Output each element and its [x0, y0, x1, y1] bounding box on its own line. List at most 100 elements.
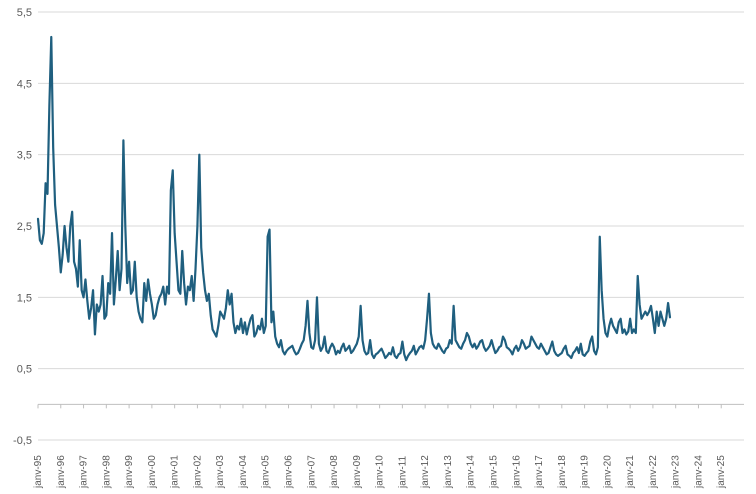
data-point — [348, 345, 350, 347]
data-point — [172, 169, 174, 171]
data-point — [428, 293, 430, 295]
data-point — [475, 348, 477, 350]
data-point — [405, 359, 407, 361]
x-tick-label: janv-10 — [375, 455, 386, 489]
data-point — [141, 321, 143, 323]
data-point — [157, 303, 159, 305]
data-point — [511, 353, 513, 355]
data-point — [437, 343, 439, 345]
data-point — [111, 232, 113, 234]
data-point — [232, 321, 234, 323]
data-point — [608, 325, 610, 327]
data-point — [204, 289, 206, 291]
data-point — [517, 350, 519, 352]
y-tick-label: 0,5 — [17, 364, 32, 376]
data-point — [41, 243, 43, 245]
data-point — [221, 314, 223, 316]
x-tick-label: janv-24 — [693, 455, 704, 489]
data-point — [563, 348, 565, 350]
data-point — [623, 328, 625, 330]
data-point — [413, 345, 415, 347]
data-point — [155, 314, 157, 316]
data-point — [196, 225, 198, 227]
data-point — [231, 293, 233, 295]
data-point — [212, 328, 214, 330]
data-point — [652, 318, 654, 320]
x-tick-label: janv-15 — [488, 455, 499, 489]
x-tick-label: janv-17 — [534, 455, 545, 489]
data-point — [139, 318, 141, 320]
data-point — [324, 336, 326, 338]
data-point — [96, 303, 98, 305]
x-tick-label: janv-09 — [352, 455, 363, 489]
data-point — [149, 293, 151, 295]
data-point — [202, 271, 204, 273]
data-point — [578, 352, 580, 354]
data-point — [276, 343, 278, 345]
x-axis: janv-95 janv-96 janv-97 janv-98 janv-99 janv-… — [33, 403, 744, 489]
data-point — [622, 332, 624, 334]
data-point — [64, 225, 66, 227]
data-point — [492, 346, 494, 348]
data-point — [179, 293, 181, 295]
data-point — [567, 353, 569, 355]
data-point — [401, 341, 403, 343]
data-point — [189, 289, 191, 291]
data-point — [523, 343, 525, 345]
data-point — [145, 300, 147, 302]
y-tick-label: 1,5 — [17, 292, 32, 304]
data-point — [489, 345, 491, 347]
data-point — [667, 302, 669, 304]
data-point — [310, 346, 312, 348]
data-point — [358, 336, 360, 338]
x-tick-label: janv-96 — [56, 455, 67, 489]
data-point — [303, 339, 305, 341]
data-point — [500, 345, 502, 347]
data-point — [456, 343, 458, 345]
data-point — [67, 261, 69, 263]
data-point — [572, 352, 574, 354]
data-point — [542, 346, 544, 348]
data-point — [343, 343, 345, 345]
data-point — [462, 343, 464, 345]
data-point — [75, 268, 77, 270]
data-point — [274, 336, 276, 338]
data-point — [297, 352, 299, 354]
data-point — [377, 352, 379, 354]
y-tick-label: 2,5 — [17, 221, 32, 233]
data-point — [548, 352, 550, 354]
data-point — [415, 353, 417, 355]
data-point — [538, 348, 540, 350]
data-point — [84, 279, 86, 281]
data-point — [464, 339, 466, 341]
data-point — [663, 325, 665, 327]
data-point — [574, 350, 576, 352]
data-point — [278, 346, 280, 348]
data-point — [71, 211, 73, 213]
data-point — [506, 346, 508, 348]
data-point — [98, 311, 100, 313]
data-point — [504, 339, 506, 341]
data-point — [659, 311, 661, 313]
data-point — [200, 246, 202, 248]
data-point — [529, 345, 531, 347]
data-point — [390, 353, 392, 355]
data-point — [208, 293, 210, 295]
data-point — [384, 357, 386, 359]
data-point — [206, 300, 208, 302]
data-point — [244, 321, 246, 323]
data-point — [134, 261, 136, 263]
data-point — [599, 236, 601, 238]
data-point — [584, 355, 586, 357]
data-point — [77, 286, 79, 288]
data-point — [327, 352, 329, 354]
data-point — [160, 293, 162, 295]
data-point — [642, 314, 644, 316]
data-point — [234, 332, 236, 334]
data-point — [661, 318, 663, 320]
data-point — [214, 332, 216, 334]
data-point — [576, 346, 578, 348]
data-point — [177, 289, 179, 291]
data-point — [217, 325, 219, 327]
